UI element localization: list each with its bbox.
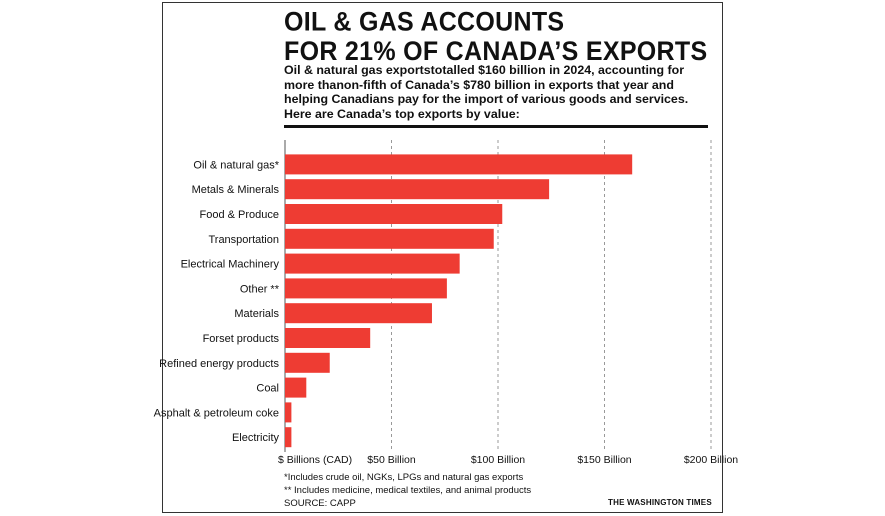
- x-tick-label-1: $50 Billion: [367, 454, 416, 466]
- chart-title: OIL & GAS ACCOUNTS FOR 21% OF CANADA’S E…: [284, 6, 724, 67]
- x-tick-label-2: $100 Billion: [471, 454, 525, 466]
- chart-subtitle: Oil & natural gas exportstotalled $160 b…: [284, 63, 689, 121]
- category-label-10: Asphalt & petroleum coke: [154, 407, 279, 419]
- x-tick-label-0: $ Billions (CAD): [278, 454, 352, 466]
- category-label-6: Materials: [234, 308, 279, 320]
- x-tick-label-4: $200 Billion: [684, 454, 738, 466]
- bar-5: [285, 278, 447, 299]
- footnote-2: ** Includes medicine, medical textiles, …: [284, 485, 532, 496]
- category-label-3: Transportation: [208, 234, 279, 246]
- bar-10: [285, 402, 292, 423]
- source-note: SOURCE: CAPP: [284, 498, 356, 509]
- bar-8: [285, 352, 330, 373]
- category-label-1: Metals & Minerals: [192, 184, 280, 196]
- category-label-11: Electricity: [232, 432, 280, 444]
- x-tick-label-3: $150 Billion: [577, 454, 631, 466]
- bar-3: [285, 228, 494, 249]
- bar-1: [285, 179, 550, 200]
- bar-4: [285, 253, 460, 274]
- bar-0: [285, 154, 633, 175]
- bar-6: [285, 303, 432, 324]
- bar-9: [285, 377, 307, 398]
- category-label-7: Forset products: [203, 333, 280, 345]
- category-label-4: Electrical Machinery: [181, 259, 280, 271]
- bar-11: [285, 427, 292, 448]
- category-label-8: Refined energy products: [159, 358, 279, 370]
- title-line-2: FOR 21% OF CANADA’S EXPORTS: [284, 36, 708, 67]
- category-label-5: Other **: [240, 283, 280, 295]
- title-line-1: OIL & GAS ACCOUNTS: [284, 6, 565, 38]
- category-label-9: Coal: [256, 383, 279, 395]
- footnote-1: *Includes crude oil, NGKs, LPGs and natu…: [284, 472, 524, 483]
- bar-2: [285, 204, 503, 224]
- category-label-2: Food & Produce: [200, 209, 280, 221]
- category-label-0: Oil & natural gas*: [193, 159, 279, 171]
- bar-7: [285, 328, 371, 348]
- title-divider: [284, 125, 708, 128]
- publisher-credit: THE WASHINGTON TIMES: [608, 498, 712, 507]
